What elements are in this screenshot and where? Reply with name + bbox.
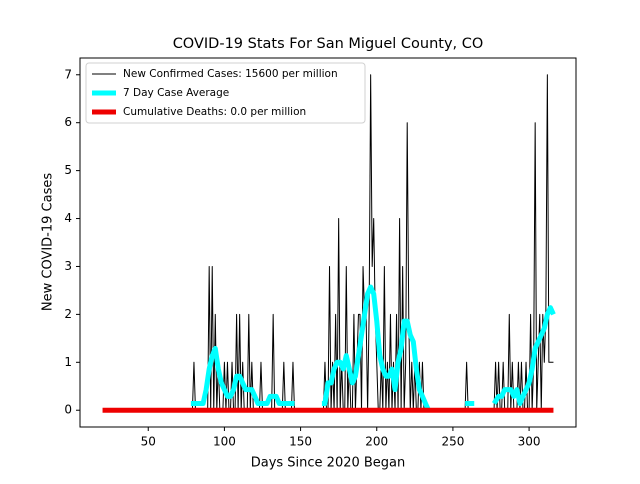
y-tick-label: 6 — [64, 115, 72, 129]
y-axis-label: New COVID-19 Cases — [41, 173, 56, 311]
data-line — [190, 284, 556, 412]
x-axis-label: Days Since 2020 Began — [251, 456, 406, 471]
legend-label: Cumulative Deaths: 0.0 per million — [123, 106, 306, 118]
x-tick-label: 150 — [289, 435, 312, 449]
x-tick-label: 100 — [213, 435, 236, 449]
y-tick-label: 2 — [64, 307, 72, 321]
y-tick-label: 0 — [64, 403, 72, 417]
y-tick-label: 1 — [64, 355, 72, 369]
chart-title: COVID-19 Stats For San Miguel County, CO — [173, 36, 484, 52]
legend-label: 7 Day Case Average — [123, 87, 229, 99]
x-tick-label: 200 — [365, 435, 388, 449]
x-tick-label: 50 — [141, 435, 156, 449]
y-tick-label: 4 — [64, 211, 72, 225]
legend-label: New Confirmed Cases: 15600 per million — [123, 68, 338, 80]
plot-frame — [79, 57, 577, 428]
legend-box — [85, 62, 366, 124]
y-tick-label: 5 — [64, 163, 72, 177]
x-tick-label: 300 — [518, 435, 541, 449]
y-tick-label: 7 — [64, 67, 72, 81]
x-tick-label: 250 — [441, 435, 464, 449]
y-tick-label: 3 — [64, 259, 72, 273]
